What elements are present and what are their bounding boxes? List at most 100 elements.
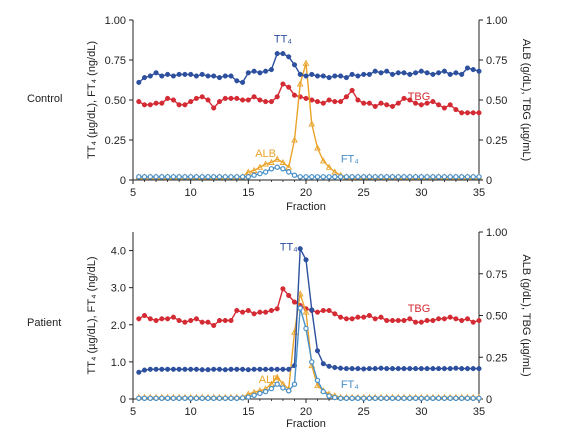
data-point-ft4 (395, 174, 401, 180)
data-point-tbg (366, 100, 372, 106)
data-point-tbg (268, 307, 274, 314)
y-right-tick-label: 1.00 (486, 15, 507, 27)
x-tick-label: 15 (242, 406, 254, 418)
data-point-ft4 (303, 174, 309, 180)
y-left-tick-label: 3.0 (111, 283, 126, 295)
data-point-tt4 (147, 366, 153, 372)
data-point-ft4 (170, 174, 177, 180)
data-point-ft4 (320, 174, 326, 180)
data-point-alb (319, 157, 327, 164)
data-point-tbg (314, 99, 321, 105)
series-label-tt4: TT₄ (280, 242, 298, 254)
data-point-ft4 (343, 174, 350, 180)
data-point-tbg (147, 316, 153, 322)
data-point-tbg (413, 319, 419, 325)
data-point-tt4 (188, 71, 194, 77)
data-point-tt4 (136, 79, 142, 85)
data-point-alb (314, 382, 321, 389)
data-point-tt4 (228, 366, 234, 372)
data-point-tbg (338, 99, 344, 105)
data-point-ft4 (286, 169, 292, 175)
y-right-tick-label: 0 (486, 175, 492, 187)
data-point-tbg (389, 103, 396, 109)
data-point-tt4 (268, 366, 274, 372)
data-point-tt4 (430, 71, 436, 77)
data-point-tt4 (361, 71, 367, 77)
data-point-tt4 (372, 366, 378, 372)
x-tick-label: 20 (300, 406, 312, 418)
data-point-ft4 (141, 174, 148, 180)
data-point-tbg (245, 97, 251, 103)
data-point-ft4 (141, 395, 148, 401)
data-point-tt4 (349, 366, 355, 372)
data-point-alb (268, 158, 275, 165)
data-point-ft4 (205, 395, 211, 401)
data-point-ft4 (286, 388, 292, 394)
series-label-ft4: FT₄ (341, 379, 359, 391)
data-point-tt4 (222, 367, 228, 373)
data-point-tt4 (470, 366, 476, 372)
data-point-alb (279, 158, 287, 165)
data-point-tbg (395, 317, 401, 324)
data-point-tt4 (366, 366, 372, 372)
chart-panel-control: 5 10 15 20 25 30 3500.250.500.751.0000.250.500… (27, 15, 532, 213)
data-point-ft4 (332, 394, 338, 401)
data-point-tbg (407, 97, 413, 103)
data-point-ft4 (424, 174, 430, 180)
data-point-tt4 (407, 366, 413, 372)
data-point-tt4 (216, 366, 223, 372)
data-point-tbg (430, 99, 436, 105)
data-point-tbg (188, 99, 194, 105)
data-point-ft4 (234, 174, 240, 180)
data-point-tbg (326, 307, 332, 314)
data-point-ft4 (349, 174, 355, 180)
data-point-ft4 (407, 174, 413, 180)
data-point-tt4 (159, 366, 165, 372)
data-point-tt4 (332, 73, 338, 79)
x-tick-label: 30 (415, 406, 427, 418)
data-point-tbg (274, 94, 280, 100)
data-point-tbg (441, 105, 447, 111)
series-alb (135, 59, 483, 180)
data-point-alb (296, 80, 304, 87)
data-point-ft4 (280, 166, 286, 172)
x-tick-label: 15 (242, 187, 254, 199)
data-point-ft4 (355, 174, 361, 180)
data-point-ft4 (193, 395, 200, 401)
data-point-tt4 (320, 73, 326, 79)
series-line-tt4 (138, 52, 480, 84)
data-point-alb (262, 160, 269, 167)
data-point-ft4 (412, 174, 419, 180)
data-point-ft4 (297, 174, 303, 180)
data-point-tt4 (297, 246, 303, 252)
series-label-tt4: TT₄ (274, 33, 292, 45)
data-point-tbg (320, 307, 326, 314)
data-point-alb (314, 144, 321, 151)
data-point-ft4 (257, 390, 263, 397)
data-point-tbg (176, 317, 182, 324)
data-point-ft4 (303, 325, 309, 332)
data-point-tt4 (257, 366, 263, 372)
data-point-tt4 (199, 367, 205, 373)
data-point-ft4 (384, 395, 390, 401)
data-point-ft4 (384, 174, 390, 180)
data-point-ft4 (389, 395, 396, 401)
data-point-ft4 (435, 395, 442, 401)
data-point-ft4 (470, 174, 476, 180)
data-point-tt4 (240, 79, 246, 85)
data-point-tbg (378, 100, 384, 106)
data-point-tt4 (361, 366, 367, 372)
data-point-tbg (159, 316, 165, 322)
data-point-tt4 (245, 367, 251, 373)
data-point-tbg (216, 317, 223, 324)
y-axis-title-right: ALB (g/dL), TBG (µg/mL) (520, 39, 532, 161)
data-point-tt4 (228, 73, 234, 79)
y-left-tick-label: 4.0 (111, 246, 126, 258)
data-point-ft4 (395, 395, 401, 401)
x-axis-title: Fraction (286, 418, 326, 430)
data-point-ft4 (239, 174, 246, 180)
y-left-tick-label: 0.75 (105, 55, 126, 67)
data-point-ft4 (447, 395, 453, 401)
data-point-tt4 (251, 68, 257, 74)
data-point-ft4 (210, 174, 217, 180)
